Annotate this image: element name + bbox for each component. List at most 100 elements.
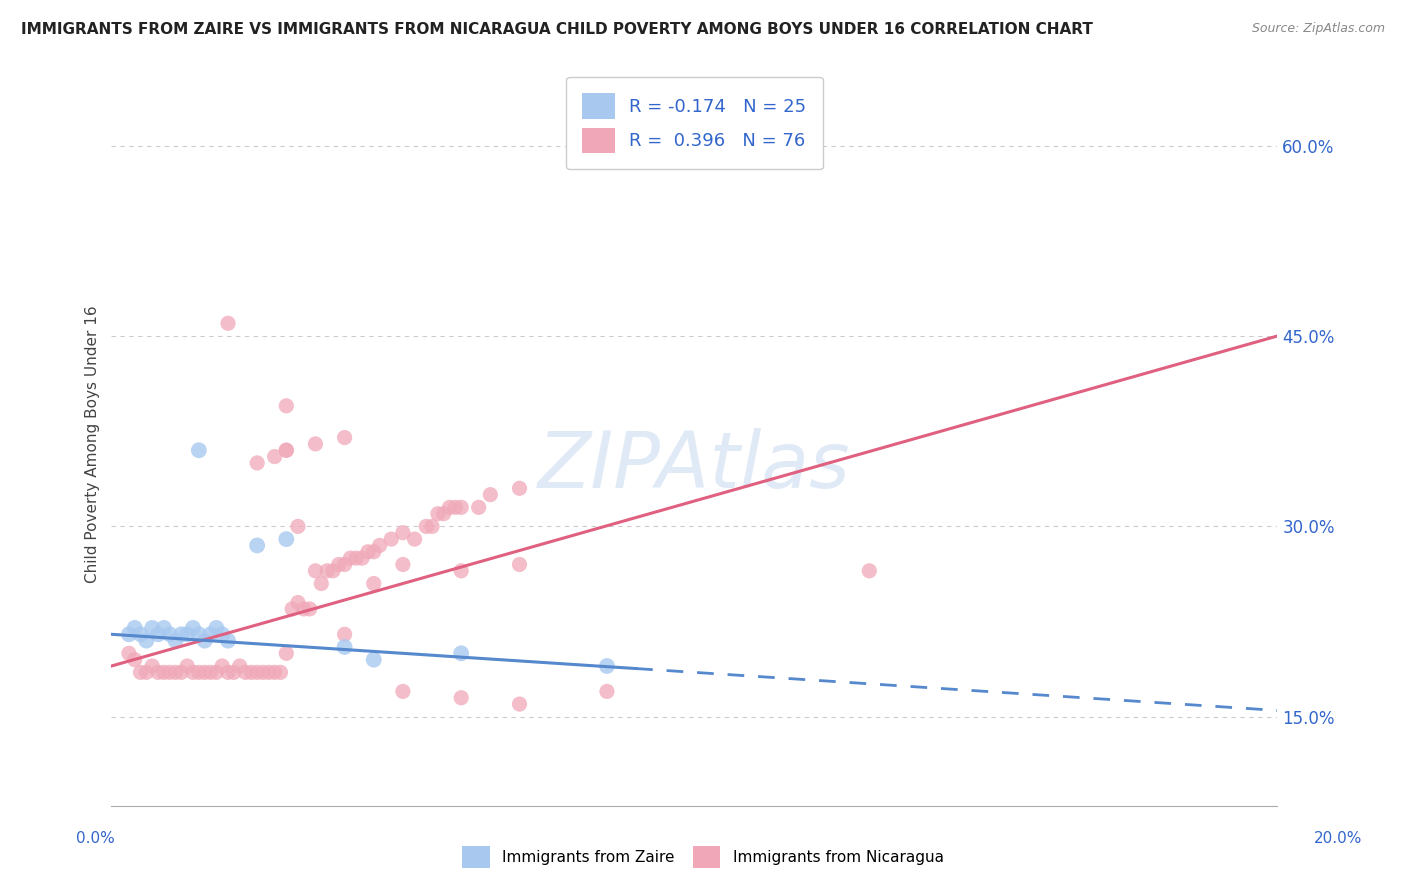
Point: [129, 665, 152, 680]
Point: [118, 646, 141, 660]
Point: [200, 665, 222, 680]
Point: [135, 633, 157, 648]
Point: [444, 500, 467, 515]
Point: [129, 627, 152, 641]
Point: [404, 532, 426, 546]
Point: [276, 443, 298, 458]
Point: [426, 507, 449, 521]
Point: [450, 500, 472, 515]
Text: ZIPAtlas: ZIPAtlas: [538, 427, 851, 504]
Point: [181, 665, 204, 680]
Point: [357, 545, 380, 559]
Point: [304, 437, 326, 451]
Point: [263, 450, 285, 464]
Point: [420, 519, 443, 533]
Point: [124, 653, 146, 667]
Point: [392, 684, 415, 698]
Point: [146, 665, 169, 680]
Point: [281, 602, 304, 616]
Point: [450, 690, 472, 705]
Point: [176, 659, 198, 673]
Point: [328, 558, 350, 572]
Point: [176, 627, 198, 641]
Point: [439, 500, 461, 515]
Point: [450, 564, 472, 578]
Point: [235, 665, 257, 680]
Point: [392, 525, 415, 540]
Point: [222, 665, 245, 680]
Point: [352, 551, 374, 566]
Point: [304, 564, 326, 578]
Point: [246, 456, 269, 470]
Point: [187, 665, 209, 680]
Point: [165, 633, 187, 648]
Point: [344, 551, 367, 566]
Text: 0.0%: 0.0%: [76, 831, 115, 846]
Point: [165, 665, 187, 680]
Point: [124, 621, 146, 635]
Point: [363, 653, 385, 667]
Point: [118, 627, 141, 641]
Y-axis label: Child Poverty Among Boys Under 16: Child Poverty Among Boys Under 16: [86, 305, 100, 582]
Point: [205, 665, 228, 680]
Point: [159, 665, 181, 680]
Point: [380, 532, 402, 546]
Point: [217, 316, 239, 330]
Point: [217, 633, 239, 648]
Point: [479, 488, 502, 502]
Point: [194, 665, 217, 680]
Point: [287, 519, 309, 533]
Point: [596, 684, 619, 698]
Point: [141, 659, 163, 673]
Point: [339, 551, 361, 566]
Point: [292, 602, 315, 616]
Point: [181, 621, 204, 635]
Point: [333, 627, 356, 641]
Point: [363, 576, 385, 591]
Point: [276, 532, 298, 546]
Point: [246, 665, 269, 680]
Point: [467, 500, 489, 515]
Point: [228, 659, 250, 673]
Point: [333, 640, 356, 654]
Point: [269, 665, 291, 680]
Point: [858, 564, 880, 578]
Point: [211, 627, 233, 641]
Point: [153, 621, 176, 635]
Point: [508, 697, 530, 711]
Point: [333, 558, 356, 572]
Point: [257, 665, 280, 680]
Text: 20.0%: 20.0%: [1315, 831, 1362, 846]
Point: [333, 431, 356, 445]
Point: [252, 665, 274, 680]
Point: [187, 443, 209, 458]
Point: [170, 665, 193, 680]
Point: [246, 538, 269, 552]
Point: [135, 665, 157, 680]
Point: [276, 443, 298, 458]
Legend: Immigrants from Zaire, Immigrants from Nicaragua: Immigrants from Zaire, Immigrants from N…: [454, 838, 952, 875]
Point: [194, 633, 217, 648]
Point: [240, 665, 263, 680]
Point: [392, 558, 415, 572]
Point: [311, 576, 333, 591]
Point: [287, 596, 309, 610]
Point: [363, 545, 385, 559]
Point: [141, 621, 163, 635]
Point: [298, 602, 321, 616]
Point: [508, 481, 530, 495]
Point: [217, 665, 239, 680]
Point: [322, 564, 344, 578]
Text: Source: ZipAtlas.com: Source: ZipAtlas.com: [1251, 22, 1385, 36]
Point: [508, 558, 530, 572]
Point: [596, 659, 619, 673]
Point: [433, 507, 456, 521]
Point: [276, 399, 298, 413]
Point: [187, 627, 209, 641]
Point: [368, 538, 391, 552]
Point: [211, 659, 233, 673]
Point: [205, 621, 228, 635]
Point: [153, 665, 176, 680]
Point: [276, 646, 298, 660]
Point: [415, 519, 437, 533]
